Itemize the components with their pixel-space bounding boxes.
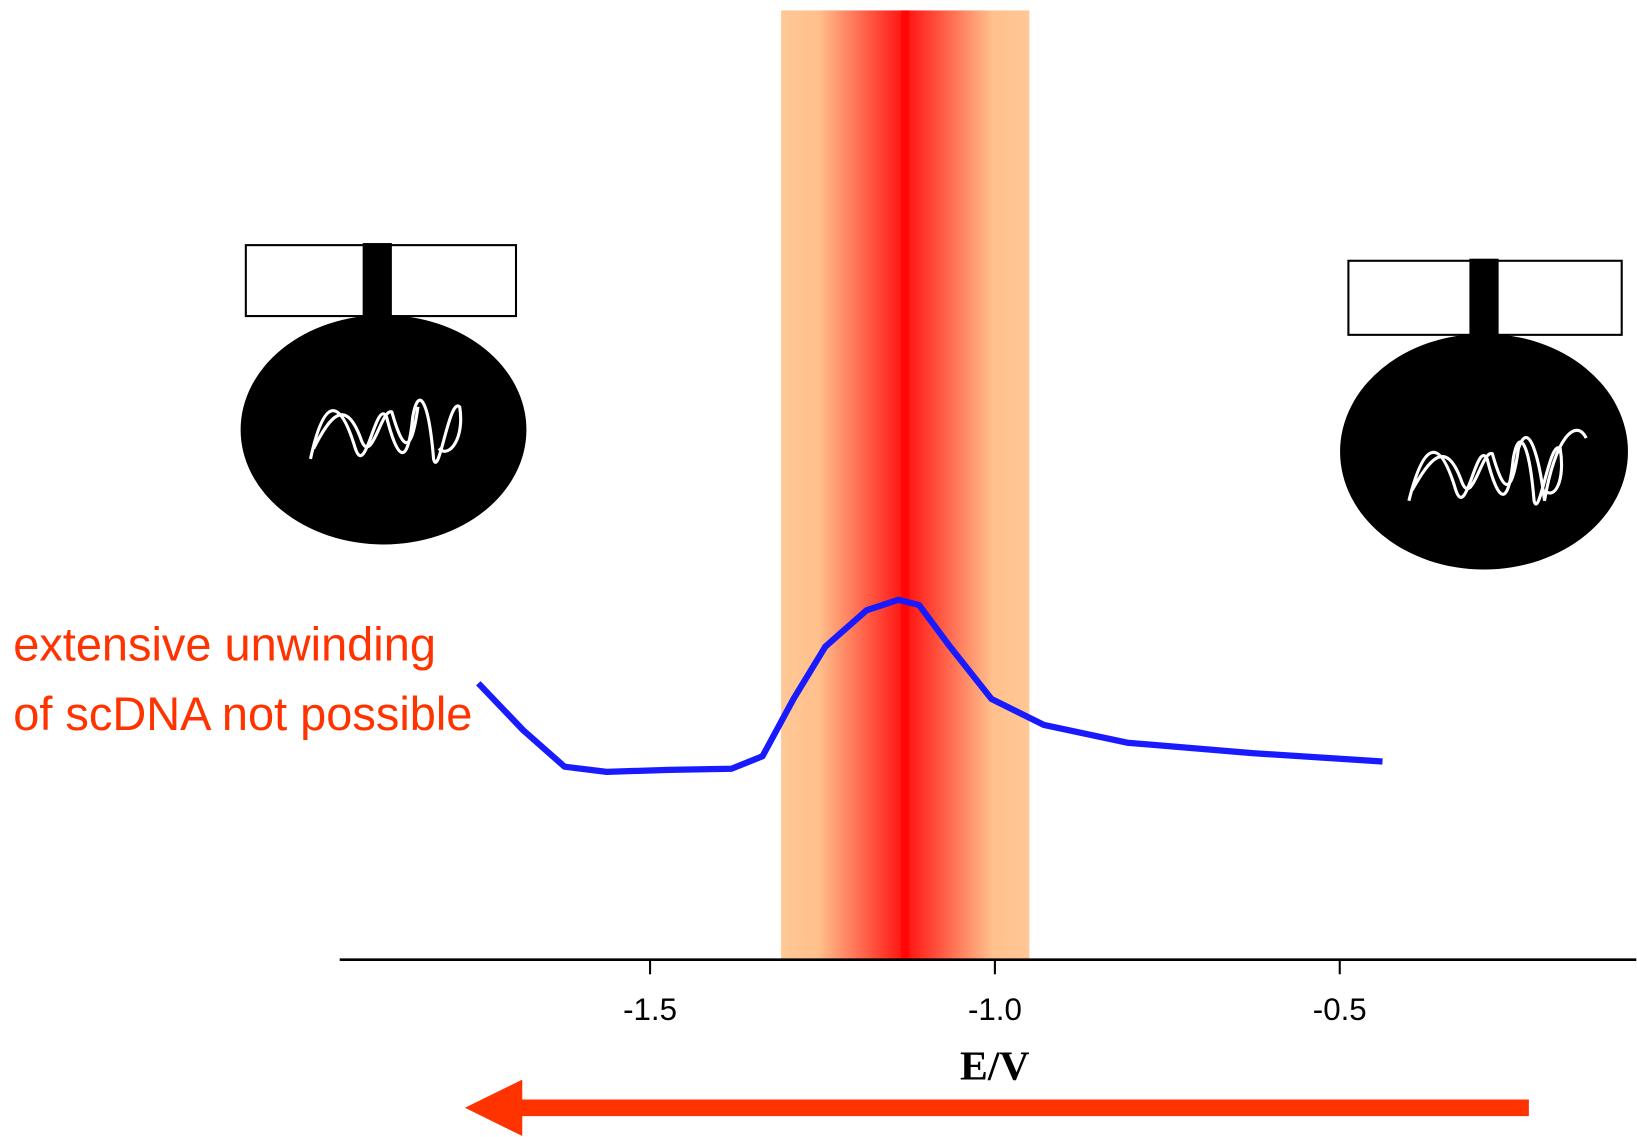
x-tick-label: -1.0 — [968, 992, 1022, 1027]
x-tick-label: -1.5 — [623, 992, 677, 1027]
direction-arrow — [464, 1079, 1529, 1136]
electrode-icon — [1340, 258, 1628, 570]
x-tick-label: -0.5 — [1313, 992, 1367, 1027]
x-axis-label: E/V — [960, 1044, 1030, 1090]
data-line — [476, 596, 1383, 776]
electrode-icon — [240, 243, 527, 545]
annotation: extensive unwinding — [13, 618, 436, 670]
annotation: of scDNA not possible — [13, 688, 472, 740]
